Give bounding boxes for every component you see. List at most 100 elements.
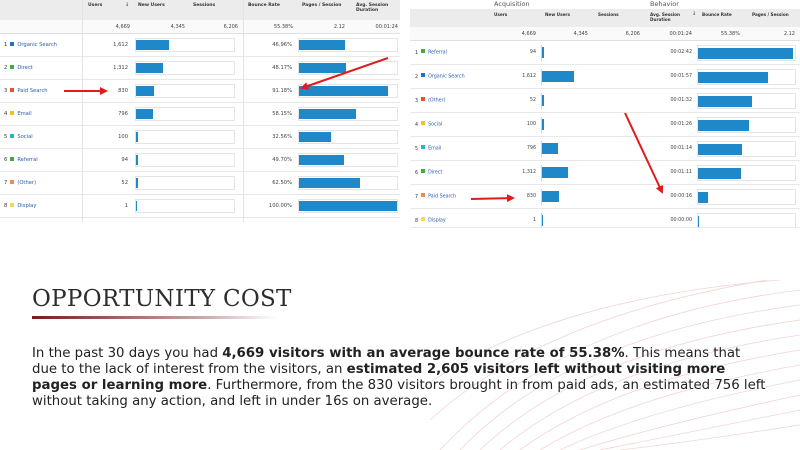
header-pages-session[interactable]: Pages / Session [752,12,789,17]
duration-bar-track [697,213,796,227]
channel-color-swatch-icon [421,217,426,221]
header-avg-session-duration[interactable]: Avg. Session Duration [650,12,681,22]
users-bar [136,40,170,50]
header-bounce-rate[interactable]: Bounce Rate [702,12,732,17]
channel-name[interactable]: 2 Organic Search [415,73,465,80]
channel-color-swatch-icon [421,97,426,101]
users-bar-track [135,153,235,167]
users-bar [542,71,574,82]
avg-duration-value: 00:01:57 [670,74,692,79]
users-bar-track [541,117,635,133]
column-divider [82,0,83,222]
page-title: OPPORTUNITY COST [32,286,292,312]
users-value: 52 [529,98,536,103]
bounce-bar-track [298,38,398,52]
header-new-users[interactable]: New Users [138,3,165,8]
table-row[interactable]: 5 Social 100 32.56% [0,126,400,149]
users-value: 796 [526,146,536,151]
table-row[interactable]: 8 Display 1 00:00:00 [410,209,800,228]
users-bar [542,119,544,130]
users-bar [136,178,138,188]
users-bar-track [541,45,635,61]
total-bounce-rate: 55.38% [720,31,740,37]
header-new-users[interactable]: New Users [545,12,570,17]
duration-bar [698,48,794,59]
sort-desc-icon[interactable]: ↓ [692,11,697,17]
table-row[interactable]: 6 Referral 94 49.70% [0,149,400,172]
table-row[interactable]: 3 Paid Search 830 91.18% [0,80,400,103]
table-row[interactable]: 7 (Other) 52 62.50% [0,172,400,195]
duration-bar [698,192,708,203]
duration-bar [698,120,750,131]
channel-name[interactable]: 6 Direct [415,169,443,176]
table-row[interactable]: 7 Paid Search 830 00:00:16 [410,185,800,209]
users-value: 94 [529,50,536,55]
users-value: 1,612 [522,74,536,79]
bounce-rate-value: 46.96% [272,42,292,48]
channel-name[interactable]: 3 (Other) [415,97,446,104]
channel-name[interactable]: 6 Referral [4,156,38,163]
users-bar [136,86,154,96]
table-row[interactable]: 2 Organic Search 1,612 00:01:57 [410,65,800,89]
avg-duration-value: 00:02:42 [670,50,692,55]
users-bar-track [135,107,235,121]
sort-desc-icon[interactable]: ↓ [125,2,130,8]
channel-name[interactable]: 5 Social [4,133,33,140]
table-row[interactable]: 4 Email 796 58.15% [0,103,400,126]
channel-name[interactable]: 8 Display [415,217,446,224]
header-sessions[interactable]: Sessions [598,12,619,17]
users-bar-track [541,165,635,181]
avg-duration-value: 00:01:14 [670,146,692,151]
channel-name[interactable]: 1 Organic Search [4,41,57,48]
channel-color-swatch-icon [421,73,426,77]
channel-color-swatch-icon [10,133,15,138]
total-avg-duration: 00:01:24 [669,31,692,37]
header-sessions[interactable]: Sessions [193,3,216,8]
header-avg-session-duration[interactable]: Avg. Session Duration [356,3,389,13]
duration-bar [698,96,753,107]
header-users[interactable]: Users [88,3,103,8]
users-value: 100 [526,122,536,127]
table-row[interactable]: 3 (Other) 52 00:01:32 [410,89,800,113]
channel-name[interactable]: 4 Email [4,110,32,117]
channel-name[interactable]: 2 Direct [4,64,33,71]
avg-duration-value: 00:01:26 [670,122,692,127]
table-row[interactable]: 8 Display 1 100.00% [0,195,400,218]
header-pages-session[interactable]: Pages / Session [302,3,342,8]
channel-color-swatch-icon [421,121,426,125]
channel-name[interactable]: 7 (Other) [4,179,37,186]
duration-bar [698,144,742,155]
body-text-part: . Furthermore, from the 830 visitors bro… [32,378,766,409]
bounce-bar-track [298,130,398,144]
users-bar-track [541,141,635,157]
bounce-bar [299,201,397,211]
channel-name[interactable]: 5 Email [415,145,442,152]
channel-name[interactable]: 7 Paid Search [415,193,457,200]
channel-name[interactable]: 3 Paid Search [4,87,48,94]
bounce-rate-value: 58.15% [272,111,292,117]
table-row[interactable]: 4 Social 100 00:01:26 [410,113,800,137]
table-row[interactable]: 1 Organic Search 1,612 46.96% [0,34,400,57]
channel-color-swatch-icon [10,156,15,161]
users-bar-track [541,93,635,109]
channel-name[interactable]: 1 Referral [415,49,447,56]
table-row[interactable]: 5 Email 796 00:01:14 [410,137,800,161]
duration-bar-track [697,141,796,157]
table-row[interactable]: 6 Direct 1,312 00:01:11 [410,161,800,185]
avg-duration-value: 00:00:00 [670,218,692,223]
channel-name[interactable]: 8 Display [4,202,37,209]
table-row[interactable]: 2 Direct 1,312 48.17% [0,57,400,80]
header-bounce-rate[interactable]: Bounce Rate [248,3,280,8]
users-bar-track [135,199,235,213]
decorative-arc-pattern [419,280,800,450]
users-value: 52 [121,180,128,186]
users-bar [542,167,569,178]
users-value: 100 [118,134,128,140]
bounce-bar-track [298,61,398,75]
channel-name[interactable]: 4 Social [415,121,443,128]
table-row[interactable]: 1 Referral 94 00:02:42 [410,41,800,65]
channel-color-swatch-icon [421,169,426,173]
users-bar-track [541,213,635,227]
header-users[interactable]: Users [494,12,508,17]
bounce-bar [299,63,347,73]
